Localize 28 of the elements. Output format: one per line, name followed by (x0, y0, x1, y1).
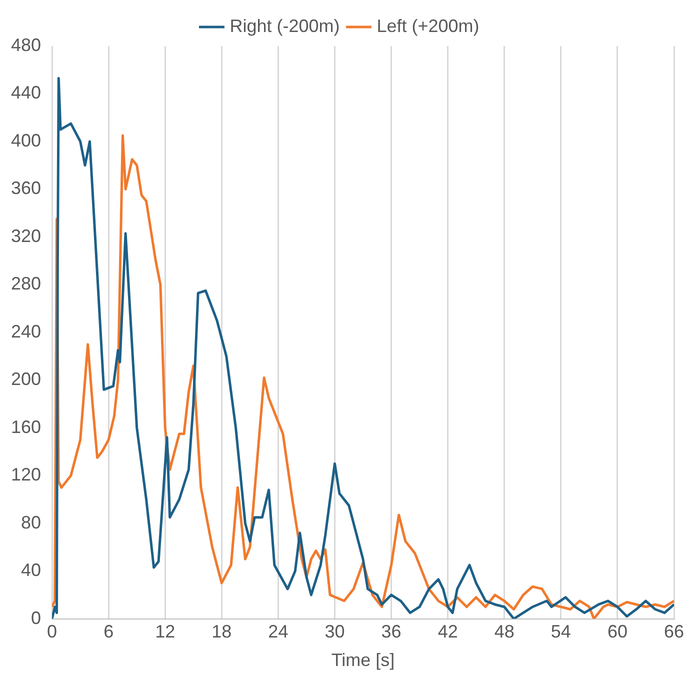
x-tick-label: 0 (47, 622, 58, 642)
y-tick-label: 80 (21, 512, 42, 532)
x-tick-label: 24 (268, 622, 288, 642)
y-tick-label: 0 (31, 608, 42, 628)
x-tick-label: 18 (212, 622, 232, 642)
x-tick-label: 48 (494, 622, 514, 642)
y-tick-label: 480 (10, 34, 42, 55)
y-tick-label: 440 (10, 82, 42, 103)
y-tick-label: 280 (10, 274, 42, 294)
y-tick-label: 240 (10, 321, 42, 342)
legend-label: Right (-200m) (230, 16, 340, 36)
x-tick-label: 54 (550, 622, 571, 642)
x-tick-label: 36 (381, 622, 402, 642)
y-tick-label: 40 (21, 560, 42, 580)
y-tick-label: 160 (10, 416, 42, 437)
x-tick-label: 12 (155, 622, 176, 642)
x-tick-label: 30 (324, 622, 345, 642)
x-tick-label: 66 (664, 622, 684, 642)
x-tick-label: 60 (607, 622, 628, 642)
y-tick-label: 120 (10, 464, 42, 485)
legend-label: Left (+200m) (376, 16, 480, 36)
x-tick-label: 42 (438, 622, 458, 642)
x-axis-title: Time [s] (331, 650, 395, 670)
y-tick-label: 320 (10, 226, 42, 246)
y-tick-label: 360 (10, 178, 42, 198)
y-tick-label: 200 (10, 369, 42, 390)
y-tick-label: 400 (10, 130, 42, 150)
x-tick-label: 6 (104, 622, 114, 642)
